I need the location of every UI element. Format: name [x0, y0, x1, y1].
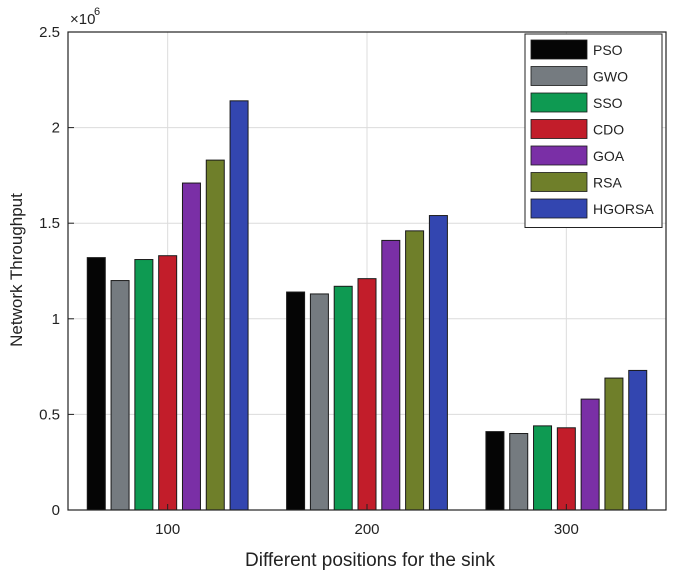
legend-swatch-rsa: [530, 172, 588, 192]
bar-pso-300: [485, 431, 505, 511]
legend-swatch-cdo: [530, 119, 588, 139]
legend-swatch-gwo: [530, 66, 588, 86]
y-tick-label: 0.5: [39, 406, 60, 423]
legend-swatch-goa: [530, 145, 588, 166]
x-axis-ticks: 100 200 300: [155, 504, 579, 538]
legend-label-hgorsa: HGORSA: [593, 201, 654, 217]
bar-pso-100: [86, 257, 106, 511]
y-axis-ticks: 0 0.5 1 1.5 2 2.5: [39, 24, 74, 519]
y-tick-label: 1: [52, 311, 60, 328]
bar-gwo-200: [309, 293, 329, 511]
bar-pso-200: [286, 291, 306, 511]
legend-label-gwo: GWO: [593, 69, 628, 85]
bar-goa-100: [181, 182, 201, 511]
y-tick-label: 1.5: [39, 215, 60, 232]
x-tick-label-100: 100: [155, 521, 180, 538]
bars-group: [86, 100, 648, 511]
bar-goa-200: [381, 239, 401, 511]
bar-hgorsa-200: [428, 215, 448, 511]
y-tick-label: 0: [52, 502, 60, 519]
x-tick-label-300: 300: [554, 521, 579, 538]
legend-label-goa: GOA: [593, 148, 625, 164]
y-tick-label: 2: [52, 120, 60, 137]
legend-swatch-pso: [530, 39, 588, 60]
bar-sso-200: [333, 285, 353, 511]
bar-goa-300: [580, 398, 600, 511]
x-tick-label-200: 200: [354, 521, 379, 538]
bar-gwo-300: [509, 433, 529, 511]
bar-cdo-100: [158, 255, 178, 511]
legend: PSO GWO SSO CDO GOA RSA HGORSA: [524, 33, 663, 228]
legend-label-sso: SSO: [593, 95, 623, 111]
bar-rsa-100: [205, 159, 225, 511]
y-multiplier-base: ×10: [70, 11, 95, 28]
bar-gwo-100: [110, 280, 130, 511]
legend-swatch-hgorsa: [530, 198, 588, 219]
y-tick-label: 2.5: [39, 24, 60, 41]
y-multiplier-exponent: 6: [94, 6, 100, 18]
bar-cdo-200: [357, 278, 377, 511]
legend-label-cdo: CDO: [593, 122, 624, 138]
bar-hgorsa-100: [229, 100, 249, 511]
bar-hgorsa-300: [628, 369, 648, 511]
bar-rsa-200: [405, 230, 425, 511]
legend-label-pso: PSO: [593, 42, 623, 58]
y-axis-label: Network Throughput: [7, 193, 26, 347]
legend-label-rsa: RSA: [593, 175, 622, 191]
bar-sso-300: [533, 425, 553, 511]
bar-sso-100: [134, 259, 154, 511]
bar-cdo-300: [556, 427, 576, 511]
legend-swatch-sso: [530, 92, 588, 113]
x-axis-label: Different positions for the sink: [245, 550, 495, 571]
bar-rsa-300: [604, 377, 624, 511]
